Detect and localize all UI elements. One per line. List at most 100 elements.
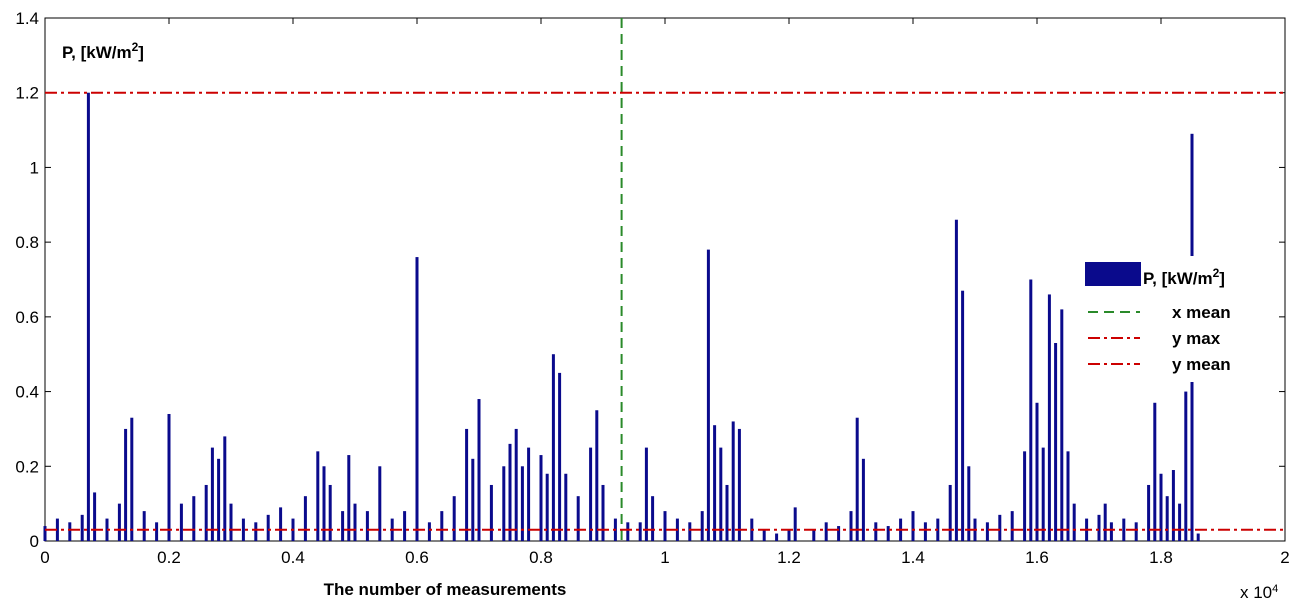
legend-label: P, [kW/m2] (1143, 266, 1225, 288)
x-tick-label: 0.8 (529, 548, 553, 567)
bar (663, 511, 667, 541)
x-tick-label: 1.4 (901, 548, 925, 567)
bar (1010, 511, 1014, 541)
bar (1035, 402, 1039, 541)
bar (508, 443, 512, 541)
bar (564, 473, 568, 541)
bar (762, 529, 766, 541)
legend-label-part: ] (1219, 269, 1225, 288)
bar (713, 425, 717, 541)
bar (427, 522, 431, 541)
bar (124, 428, 128, 541)
bar (130, 417, 134, 541)
bar (415, 257, 419, 541)
bar (489, 484, 493, 541)
y-axis-label-part: P, [kW/m (62, 43, 132, 62)
bar (1097, 514, 1101, 541)
bar (644, 447, 648, 541)
bar (1029, 279, 1033, 541)
bar (217, 458, 221, 541)
bar (861, 458, 865, 541)
legend-label: x mean (1172, 303, 1231, 322)
bar (837, 526, 841, 541)
bar (793, 507, 797, 541)
bar (341, 511, 345, 541)
bar (737, 428, 741, 541)
bar (477, 399, 481, 541)
bar (725, 484, 729, 541)
bar (589, 447, 593, 541)
legend-label-part: P, [kW/m (1143, 269, 1213, 288)
y-tick-label: 0 (30, 532, 39, 551)
bar (43, 526, 47, 541)
bar (1109, 522, 1113, 541)
bar (440, 511, 444, 541)
bar (886, 526, 890, 541)
bar (874, 522, 878, 541)
bar (706, 249, 710, 541)
bar (1134, 522, 1138, 541)
bar (961, 290, 965, 541)
bar (241, 518, 245, 541)
bar (1159, 473, 1163, 541)
bar (155, 522, 159, 541)
bar (1171, 470, 1175, 541)
bar (967, 466, 971, 541)
bar (638, 522, 642, 541)
bar (142, 511, 146, 541)
bar (551, 354, 555, 541)
bar (651, 496, 655, 541)
bar (558, 372, 562, 541)
bar (954, 219, 958, 541)
legend-label-part: 2 (1213, 266, 1220, 280)
bar (68, 522, 72, 541)
x-multiplier-part: 4 (1272, 583, 1278, 595)
bar (520, 466, 524, 541)
bar (527, 447, 531, 541)
bar (316, 451, 320, 541)
x-axis-label: The number of measurements (324, 580, 567, 599)
bar (545, 473, 549, 541)
bar (514, 428, 518, 541)
bar (948, 484, 952, 541)
bar (465, 428, 469, 541)
x-tick-label: 0.4 (281, 548, 305, 567)
bar (1041, 447, 1045, 541)
bar (1196, 533, 1200, 541)
bar (775, 533, 779, 541)
bar (229, 503, 233, 541)
y-tick-label: 0.4 (15, 383, 39, 402)
bar (626, 522, 630, 541)
x-tick-label: 0.6 (405, 548, 429, 567)
bar (365, 511, 369, 541)
bar (1103, 503, 1107, 541)
bar (403, 511, 407, 541)
bar (347, 455, 351, 541)
x-tick-label: 0.2 (157, 548, 181, 567)
y-tick-label: 1.4 (15, 9, 39, 28)
bar (471, 458, 475, 541)
y-tick-label: 1.2 (15, 84, 39, 103)
bar (998, 514, 1002, 541)
bar (731, 421, 735, 541)
bar (254, 522, 258, 541)
bar (279, 507, 283, 541)
bar (322, 466, 326, 541)
x-tick-label: 1.2 (777, 548, 801, 567)
bar (192, 496, 196, 541)
x-multiplier-part: x 10 (1240, 583, 1272, 601)
bar (824, 522, 828, 541)
x-multiplier: x 104 (1240, 583, 1278, 601)
bar (353, 503, 357, 541)
bar (1047, 294, 1051, 541)
bar (700, 511, 704, 541)
legend-swatch (1085, 262, 1141, 286)
bar (1165, 496, 1169, 541)
bar (93, 492, 97, 541)
x-tick-label: 1.8 (1149, 548, 1173, 567)
bar (266, 514, 270, 541)
bar (855, 417, 859, 541)
bar (86, 92, 90, 541)
bar (1066, 451, 1070, 541)
bar (1023, 451, 1027, 541)
